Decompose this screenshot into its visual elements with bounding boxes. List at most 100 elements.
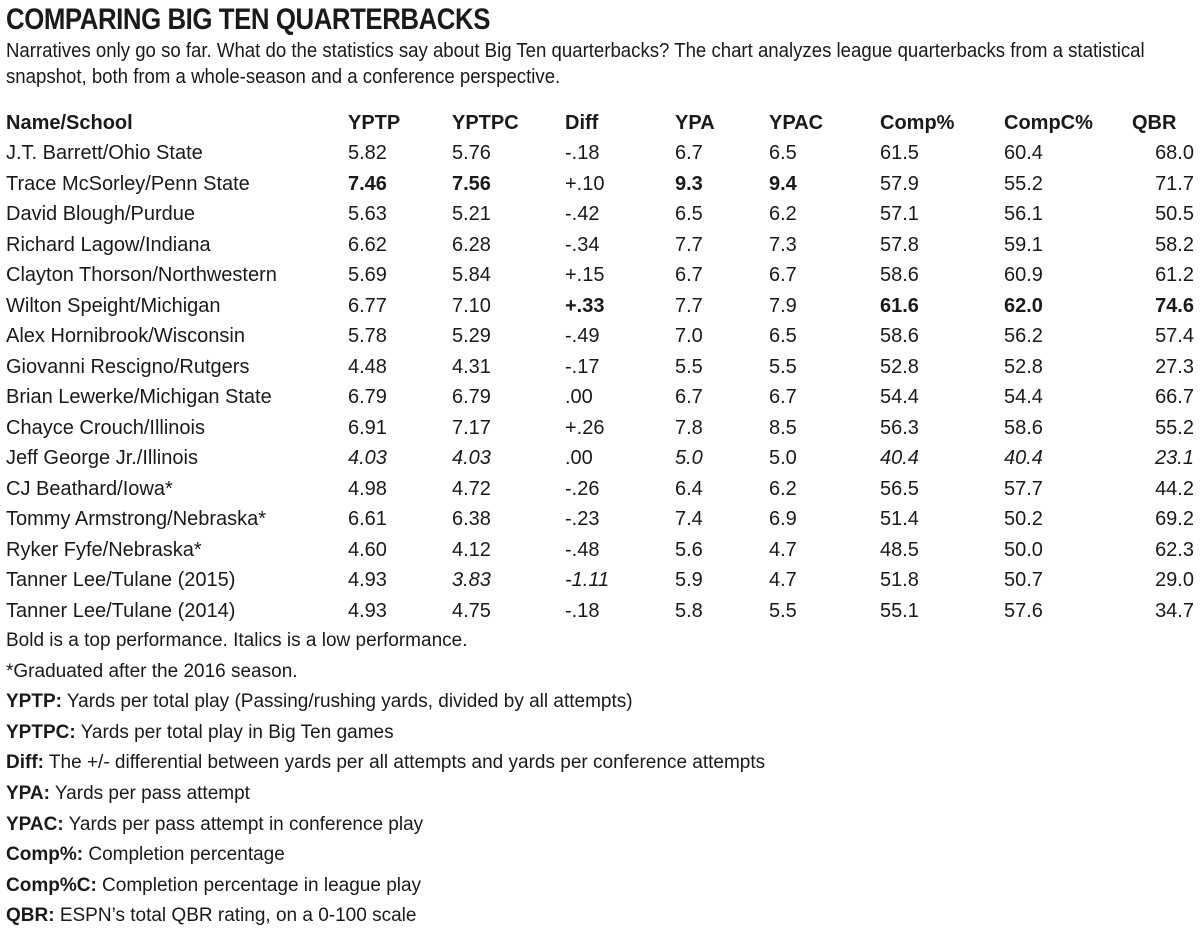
table-row: Clayton Thorson/Northwestern 5.69 5.84 +.15… [6,261,1194,292]
table-row: J.T. Barrett/Ohio State 5.82 5.76 -.18 6.7 6.… [6,139,1194,170]
definition-item: YPTP: Yards per total play (Passing/rush… [6,687,765,718]
definition-term: YPTP: [6,691,62,713]
cell-yptp: 4.93 [348,569,387,592]
cell-compc-pct: 57.6 [1004,599,1043,622]
cell-yptp: 6.61 [348,508,387,531]
cell-compc-pct: 56.1 [1004,203,1043,226]
cell-ypa: 6.7 [675,386,703,409]
cell-ypac: 4.7 [769,569,797,592]
cell-diff: -.23 [565,508,600,531]
cell-ypa: 5.5 [675,355,703,378]
cell-yptp: 4.03 [348,447,387,470]
table-row: Richard Lagow/Indiana 6.62 6.28 -.34 7.7 7.3 5… [6,230,1194,261]
table-row: Giovanni Rescigno/Rutgers 4.48 4.31 -.17 5.5… [6,352,1194,383]
cell-name-school: Tanner Lee/Tulane (2015) [6,569,236,592]
notes: Bold is a top performance. Italics is a … [6,626,765,932]
cell-yptpc: 4.03 [452,447,491,470]
definition-term: Comp%: [6,844,84,866]
cell-compc-pct: 52.8 [1004,355,1043,378]
table-row: Jeff George Jr./Illinois 4.03 4.03 .00 5.0 5.… [6,444,1194,475]
cell-compc-pct: 57.7 [1004,477,1043,500]
definition-item: YPTPC: Yards per total play in Big Ten g… [6,718,765,749]
definition-text: Yards per total play (Passing/rushing ya… [61,691,633,713]
cell-qbr: 29.0 [1155,569,1194,592]
definition-text: Yards per pass attempt in conference pla… [63,813,424,835]
chart-title: COMPARING BIG TEN QUARTERBACKS [6,3,490,36]
definition-text: Yards per pass attempt [49,782,250,804]
cell-diff: -.48 [565,538,600,561]
cell-comp-pct: 58.6 [880,264,919,287]
cell-ypa: 5.8 [675,599,703,622]
cell-qbr: 68.0 [1155,142,1194,165]
cell-compc-pct: 50.0 [1004,538,1043,561]
cell-compc-pct: 56.2 [1004,325,1043,348]
cell-yptpc: 7.10 [452,294,491,317]
cell-name-school: Brian Lewerke/Michigan State [6,386,272,409]
cell-comp-pct: 51.4 [880,508,919,531]
definition-item: YPAC: Yards per pass attempt in conferen… [6,810,765,841]
definition-term: Diff: [6,752,44,774]
cell-qbr: 44.2 [1155,477,1194,500]
cell-name-school: Wilton Speight/Michigan [6,294,221,317]
cell-ypa: 7.0 [675,325,703,348]
cell-diff: -1.11 [565,569,610,592]
column-header-name: Name/School [6,111,133,134]
cell-name-school: Giovanni Rescigno/Rutgers [6,355,250,378]
cell-name-school: David Blough/Purdue [6,203,196,226]
cell-yptpc: 4.75 [452,599,491,622]
cell-yptp: 5.63 [348,203,387,226]
table-row: Tanner Lee/Tulane (2014) 4.93 4.75 -.18 5.8 5… [6,596,1194,627]
cell-yptpc: 7.56 [452,172,491,195]
cell-name-school: Chayce Crouch/Illinois [6,416,205,439]
cell-yptpc: 4.31 [452,355,491,378]
cell-ypac: 5.0 [769,447,797,470]
cell-ypa: 7.7 [675,233,703,256]
cell-yptpc: 5.76 [452,142,491,165]
definition-item: Diff: The +/- differential between yards… [6,748,765,779]
table-row: Brian Lewerke/Michigan State 6.79 6.79 .00 6… [6,383,1194,414]
column-header-yptp: YPTP [348,111,401,134]
cell-name-school: J.T. Barrett/Ohio State [6,142,203,165]
cell-qbr: 74.6 [1155,294,1194,317]
cell-ypac: 6.7 [769,264,797,287]
cell-diff: .00 [565,447,593,470]
cell-qbr: 50.5 [1155,203,1194,226]
cell-comp-pct: 56.3 [880,416,919,439]
cell-diff: +.15 [565,264,605,287]
definition-item: Comp%C: Completion percentage in league … [6,871,765,902]
cell-qbr: 69.2 [1155,508,1194,531]
cell-qbr: 62.3 [1155,538,1194,561]
cell-name-school: Tommy Armstrong/Nebraska* [6,508,267,531]
cell-diff: +.26 [565,416,605,439]
cell-yptp: 4.48 [348,355,387,378]
cell-ypa: 6.7 [675,142,703,165]
cell-ypac: 6.2 [769,203,797,226]
cell-compc-pct: 60.4 [1004,142,1043,165]
cell-qbr: 58.2 [1155,233,1194,256]
cell-compc-pct: 55.2 [1004,172,1043,195]
definition-item: QBR: ESPN’s total QBR rating, on a 0-100… [6,901,765,932]
table-header-row: Name/School YPTP YPTPC Diff YPA YPAC Com… [6,108,1194,139]
cell-qbr: 57.4 [1155,325,1194,348]
cell-ypa: 6.7 [675,264,703,287]
cell-ypa: 7.7 [675,294,703,317]
cell-diff: -.17 [565,355,600,378]
definition-term: YPTPC: [6,721,76,743]
definition-item: YPA: Yards per pass attempt [6,779,765,810]
cell-comp-pct: 55.1 [880,599,919,622]
cell-ypac: 6.5 [769,142,797,165]
cell-diff: -.18 [565,599,600,622]
cell-comp-pct: 56.5 [880,477,919,500]
cell-diff: -.26 [565,477,600,500]
cell-diff: -.34 [565,233,600,256]
cell-yptpc: 6.28 [452,233,491,256]
cell-compc-pct: 62.0 [1004,294,1043,317]
cell-qbr: 34.7 [1155,599,1194,622]
cell-name-school: Trace McSorley/Penn State [6,172,250,195]
cell-ypac: 4.7 [769,538,797,561]
definition-term: Comp%C: [6,874,97,896]
cell-yptp: 6.77 [348,294,387,317]
cell-yptp: 5.69 [348,264,387,287]
table-row: Tanner Lee/Tulane (2015) 4.93 3.83 -1.11 5.9… [6,566,1194,597]
column-header-yptpc: YPTPC [452,111,519,134]
